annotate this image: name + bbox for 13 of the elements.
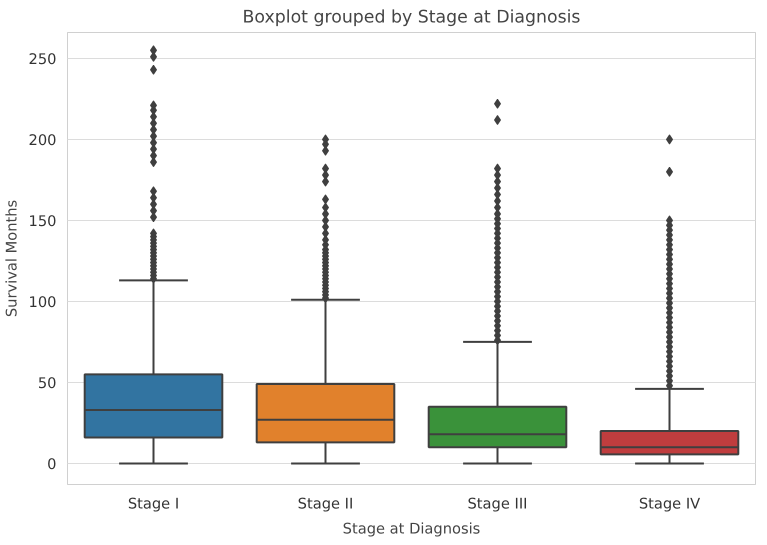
x-tick-label: Stage I [128, 496, 180, 512]
y-tick-label: 150 [28, 212, 57, 230]
x-tick-label: Stage III [468, 496, 528, 512]
y-tick-label: 100 [28, 294, 57, 311]
x-axis-title: Stage at Diagnosis [342, 520, 480, 538]
y-tick-label: 200 [28, 132, 57, 149]
x-tick-label: Stage II [298, 496, 354, 512]
y-tick-label: 250 [28, 50, 57, 68]
x-tick-label: Stage IV [638, 496, 700, 512]
chart-title: Boxplot grouped by Stage at Diagnosis [242, 8, 580, 28]
y-tick-label: 0 [47, 456, 57, 473]
y-tick-label: 50 [38, 374, 57, 392]
y-axis-title: Survival Months [4, 200, 21, 318]
